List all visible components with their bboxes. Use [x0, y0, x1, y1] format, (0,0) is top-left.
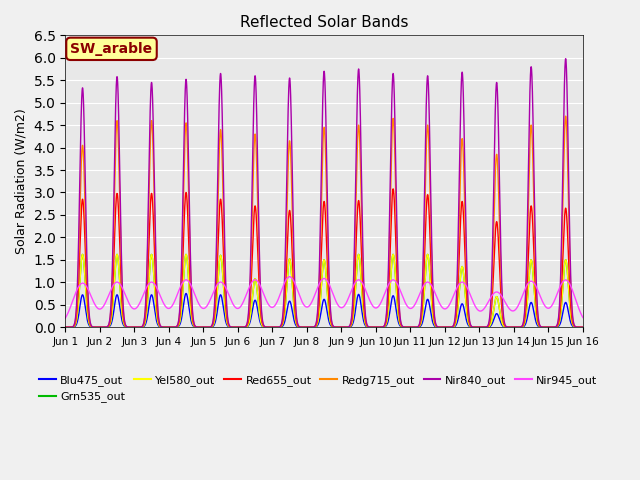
- Grn535_out: [577, 324, 585, 330]
- Redg715_out: [577, 324, 585, 330]
- Nir945_out: [255, 281, 263, 287]
- Nir840_out: [396, 302, 403, 308]
- Title: Reflected Solar Bands: Reflected Solar Bands: [240, 15, 408, 30]
- Nir945_out: [286, 274, 294, 279]
- Redg715_out: [255, 255, 263, 261]
- Nir840_out: [469, 324, 477, 330]
- Red655_out: [577, 324, 585, 330]
- Blu475_out: [166, 324, 174, 330]
- Blu475_out: [182, 290, 190, 296]
- Line: Redg715_out: Redg715_out: [65, 116, 583, 327]
- Red655_out: [172, 324, 180, 330]
- Red655_out: [469, 324, 477, 330]
- Yel580_out: [577, 324, 585, 330]
- Red655_out: [166, 324, 174, 330]
- Nir840_out: [577, 324, 585, 330]
- Redg715_out: [61, 324, 69, 330]
- Redg715_out: [579, 324, 587, 330]
- Grn535_out: [172, 324, 180, 330]
- Redg715_out: [396, 306, 403, 312]
- Yel580_out: [255, 308, 263, 313]
- Yel580_out: [167, 324, 175, 330]
- Blu475_out: [577, 324, 585, 330]
- Grn535_out: [579, 324, 587, 330]
- Nir945_out: [396, 285, 403, 291]
- Yel580_out: [172, 324, 180, 330]
- Blu475_out: [579, 324, 587, 330]
- Grn535_out: [396, 318, 403, 324]
- Grn535_out: [469, 324, 477, 330]
- Blu475_out: [255, 315, 263, 321]
- Redg715_out: [469, 324, 477, 330]
- Y-axis label: Solar Radiation (W/m2): Solar Radiation (W/m2): [15, 108, 28, 254]
- Grn535_out: [255, 308, 263, 313]
- Blu475_out: [469, 324, 477, 330]
- Nir945_out: [577, 311, 585, 317]
- Yel580_out: [579, 324, 587, 330]
- Nir840_out: [255, 234, 263, 240]
- Nir945_out: [469, 298, 477, 304]
- Red655_out: [389, 186, 397, 192]
- Nir840_out: [562, 56, 570, 61]
- Blu475_out: [396, 322, 403, 327]
- Redg715_out: [562, 113, 570, 119]
- Red655_out: [396, 313, 403, 319]
- Nir840_out: [61, 324, 69, 330]
- Grn535_out: [61, 324, 69, 330]
- Blu475_out: [172, 324, 180, 330]
- Red655_out: [579, 324, 587, 330]
- Text: SW_arable: SW_arable: [70, 42, 152, 56]
- Nir945_out: [166, 305, 174, 311]
- Yel580_out: [469, 324, 477, 330]
- Blu475_out: [61, 324, 69, 330]
- Line: Nir840_out: Nir840_out: [65, 59, 583, 327]
- Grn535_out: [167, 324, 175, 330]
- Line: Blu475_out: Blu475_out: [65, 293, 583, 327]
- Red655_out: [255, 281, 263, 287]
- Line: Red655_out: Red655_out: [65, 189, 583, 327]
- Line: Nir945_out: Nir945_out: [65, 276, 583, 318]
- Redg715_out: [172, 324, 180, 330]
- Nir945_out: [579, 315, 587, 321]
- Legend: Blu475_out, Grn535_out, Yel580_out, Red655_out, Redg715_out, Nir840_out, Nir945_: Blu475_out, Grn535_out, Yel580_out, Red6…: [35, 371, 602, 407]
- Yel580_out: [396, 318, 403, 324]
- Redg715_out: [166, 324, 174, 330]
- Nir945_out: [172, 295, 180, 301]
- Nir840_out: [172, 324, 180, 330]
- Line: Yel580_out: Yel580_out: [65, 254, 583, 327]
- Nir840_out: [166, 324, 174, 330]
- Line: Grn535_out: Grn535_out: [65, 254, 583, 327]
- Yel580_out: [61, 324, 69, 330]
- Red655_out: [61, 324, 69, 330]
- Grn535_out: [79, 252, 86, 257]
- Nir945_out: [61, 315, 69, 321]
- Nir840_out: [579, 324, 587, 330]
- Yel580_out: [79, 252, 86, 257]
